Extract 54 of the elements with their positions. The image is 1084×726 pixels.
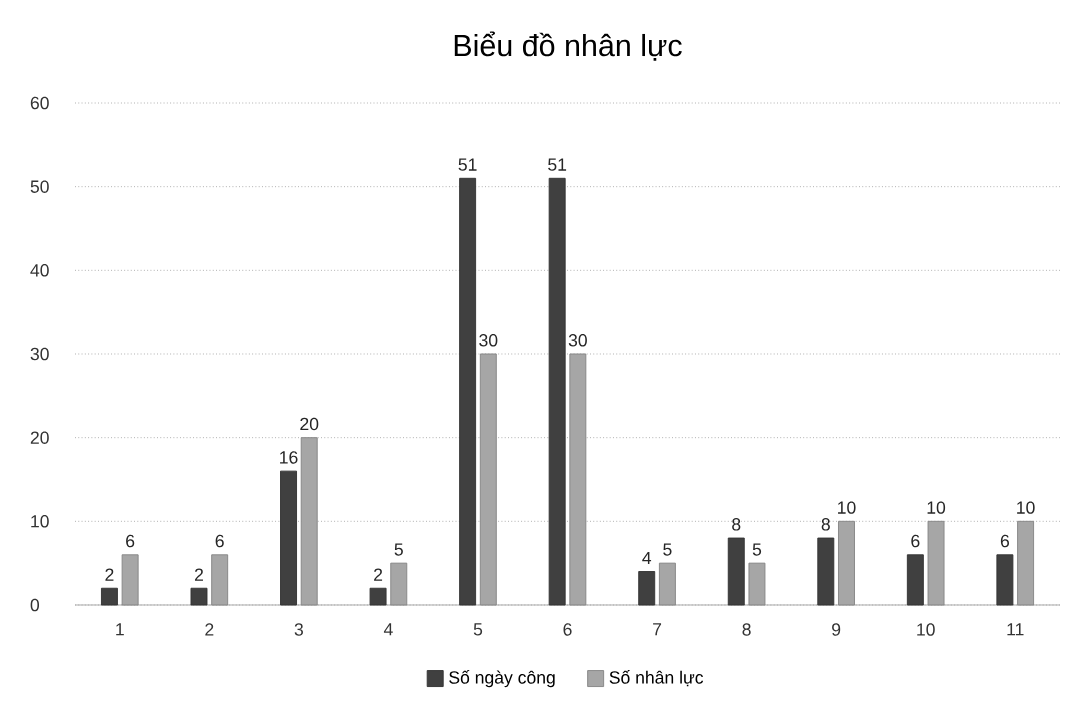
data-label: 5 [663, 543, 672, 556]
bar [190, 587, 208, 606]
y-tick-label: 30 [30, 347, 49, 361]
data-label: 30 [568, 334, 587, 347]
data-label: 5 [752, 543, 762, 556]
data-label: 8 [732, 518, 741, 531]
data-label: 2 [194, 568, 203, 581]
y-tick-label: 20 [30, 431, 49, 444]
data-label: 20 [300, 417, 319, 431]
x-tick-label: 6 [563, 623, 572, 636]
data-label: 6 [215, 534, 224, 548]
data-label: 16 [280, 451, 298, 464]
bar [817, 537, 835, 606]
y-tick-label: 40 [30, 264, 49, 277]
data-label: 6 [911, 534, 920, 548]
x-tick-label: 10 [917, 623, 935, 636]
bar [638, 571, 656, 606]
bar [727, 537, 745, 606]
bar [459, 177, 477, 606]
data-label: 30 [479, 334, 498, 347]
data-label: 6 [126, 534, 135, 548]
data-label: 2 [374, 568, 383, 581]
bar [906, 554, 924, 606]
data-label: 6 [1000, 534, 1010, 548]
x-tick-label: 1 [116, 623, 124, 636]
x-tick-label: 3 [294, 623, 303, 636]
y-tick-label: 0 [30, 598, 40, 612]
data-label: 10 [838, 501, 856, 514]
x-tick-label: 11 [1007, 623, 1024, 636]
data-label: 8 [821, 518, 830, 531]
x-tick-label: 9 [832, 623, 841, 636]
legend-label: Số ngày công [449, 670, 555, 688]
data-label: 51 [548, 158, 567, 171]
y-tick-label: 10 [31, 515, 49, 528]
bar [996, 554, 1014, 606]
y-tick-label: 50 [30, 180, 49, 193]
data-label: 2 [105, 568, 114, 581]
x-tick-label: 4 [383, 623, 393, 636]
x-tick-label: 8 [742, 623, 751, 636]
x-tick-label: 7 [653, 623, 662, 636]
data-label: 10 [1017, 501, 1035, 514]
bar [100, 587, 118, 606]
chart-title: Biểu đồ nhân lực [454, 31, 682, 61]
data-label: 4 [642, 551, 652, 565]
data-label: 51 [458, 158, 477, 171]
data-label: 5 [394, 543, 403, 556]
x-tick-label: 5 [473, 623, 483, 636]
bar [280, 470, 297, 606]
data-label: 10 [927, 501, 946, 514]
bar [548, 177, 566, 606]
legend-label: Số nhân lực [609, 670, 704, 687]
y-tick-label: 60 [30, 96, 49, 110]
x-tick-label: 2 [205, 623, 214, 636]
bar [369, 587, 387, 606]
